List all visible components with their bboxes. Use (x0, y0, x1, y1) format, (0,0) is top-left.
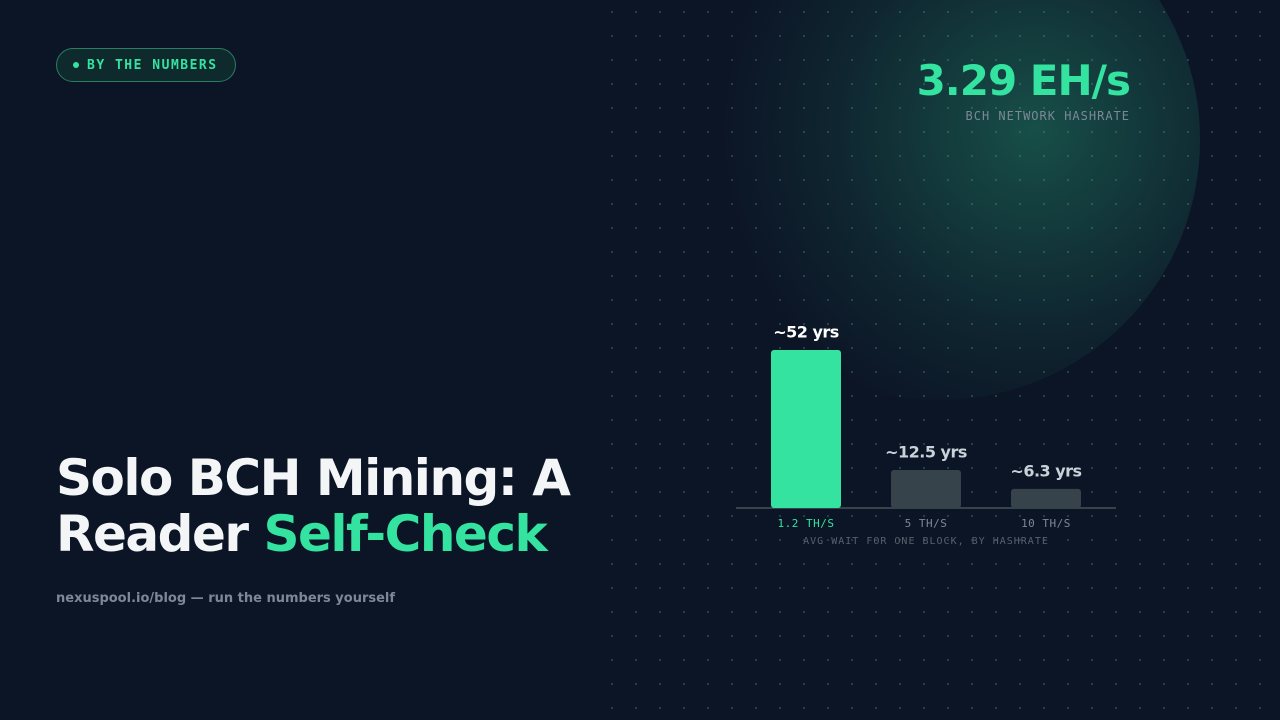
headline-line: Reader Self-Check (56, 506, 569, 562)
badge-dot (73, 62, 79, 68)
stat: 3.29 EH/s BCH NETWORK HASHRATE (916, 56, 1131, 123)
bar (1011, 488, 1081, 508)
x-tick-label: 10 TH/S (1021, 517, 1071, 530)
stat-caption: BCH NETWORK HASHRATE (965, 109, 1130, 123)
badge-text: BY THE NUMBERS (87, 57, 218, 73)
x-tick-label: 5 TH/S (905, 517, 948, 530)
headline-line: Solo BCH Mining: A (56, 449, 571, 507)
footer: nexuspool.io/blog — run the numbers your… (56, 591, 396, 606)
dot-grid (600, 0, 1280, 720)
x-axis-label: AVG WAIT FOR ONE BLOCK, BY HASHRATE (803, 536, 1049, 547)
stat-value: 3.29 EH/s (916, 56, 1131, 105)
x-tick-label: 1.2 TH/S (778, 517, 835, 530)
badge: BY THE NUMBERS (56, 48, 236, 82)
headline-highlight: Self-Check (263, 505, 547, 563)
bar (771, 350, 841, 508)
headline-text: Reader (56, 505, 249, 563)
glow (680, 0, 1200, 400)
value-label: ~6.3 yrs (1010, 461, 1081, 480)
bar (891, 470, 961, 508)
value-label: ~52 yrs (773, 323, 839, 342)
value-label: ~12.5 yrs (885, 443, 967, 462)
headline: Solo BCH Mining: A Reader Self-Check (56, 449, 571, 562)
